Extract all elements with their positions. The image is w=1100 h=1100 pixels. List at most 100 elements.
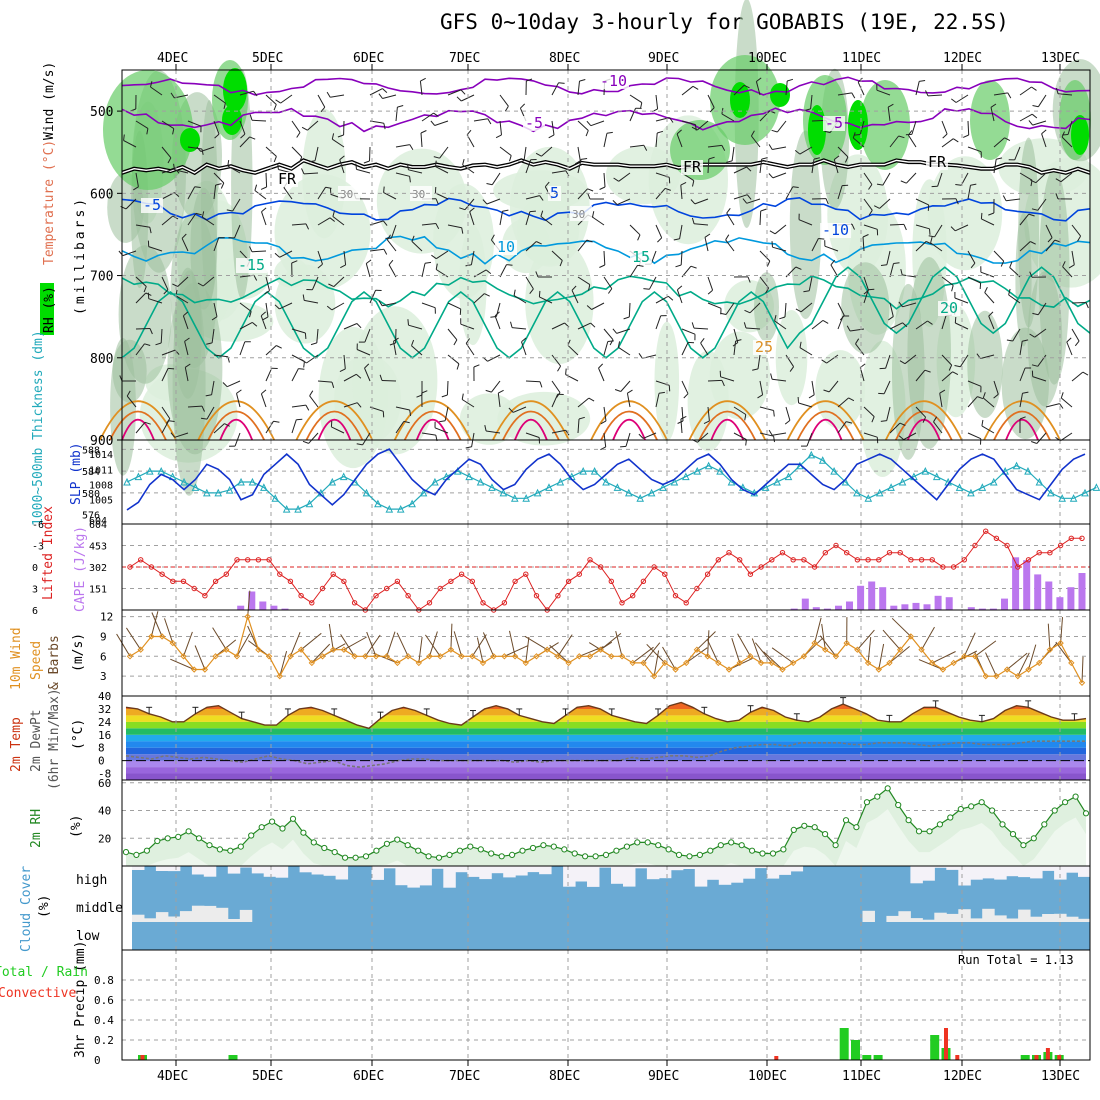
wind-barb [720, 376, 735, 382]
wind-barb [160, 328, 163, 344]
wind-barb [772, 172, 787, 179]
cloud-clear-high [1054, 866, 1067, 880]
thickness-point [818, 456, 827, 464]
wind-barb [181, 238, 189, 252]
thickness-point [545, 483, 553, 491]
wind-barb [1006, 652, 1028, 670]
wind-barb-flag [144, 421, 151, 425]
wind-barb [757, 354, 761, 369]
wind-barb-flag [223, 102, 226, 110]
precip-total-title: Total / Rain [0, 965, 88, 980]
wind-barb [1032, 120, 1047, 126]
wind-barb-flag [955, 184, 962, 186]
wind-barb [655, 315, 662, 330]
wind-speed-point [822, 646, 829, 653]
wind-barb [886, 406, 891, 421]
wind-barb [681, 85, 694, 96]
wind-barb-flag [673, 238, 680, 241]
wind-barb [135, 421, 146, 434]
cloud-clear-high [766, 866, 780, 879]
wind-barb [876, 89, 891, 96]
wind-barb [408, 169, 423, 174]
wind-barb-flag [1032, 105, 1039, 108]
wind-barb [551, 82, 560, 96]
wind-barb-flag [302, 294, 305, 301]
precip-tick-label: 0.4 [94, 1014, 114, 1027]
wind-barb-flag [794, 150, 801, 155]
wind-barb [967, 146, 982, 153]
wind-barb [759, 110, 771, 122]
cloud-clear-high [1006, 866, 1019, 877]
wind-barb [174, 432, 189, 438]
thickness-point [967, 488, 975, 497]
wind-barb [1055, 641, 1072, 664]
temperature-legend-label: Temperature (°C) [42, 140, 57, 265]
wind-barb-flag [298, 368, 305, 370]
wind-barb-flag [459, 207, 466, 211]
wind-barb-flag [988, 212, 995, 216]
wind-barb-flag [469, 207, 475, 213]
wind-barb-flag [1028, 120, 1033, 126]
wind-barb [194, 645, 206, 670]
contour-label: 30 [340, 188, 353, 201]
temp-line [125, 701, 1087, 730]
lifted-index-point [1036, 550, 1042, 556]
rh-point [874, 793, 881, 800]
cloud-clear-high [1066, 866, 1079, 873]
wind-barb [852, 137, 865, 148]
wind-barb [857, 629, 875, 651]
wind-barb-flag [638, 433, 644, 439]
temp-contour-minus10 [121, 76, 1091, 96]
wind-barb-flag [803, 290, 810, 293]
rh-point [331, 849, 338, 856]
temp-band [126, 754, 1086, 761]
wind-barb-flag [996, 157, 1003, 160]
rh-point [1030, 835, 1037, 842]
cloud-clear-high [407, 866, 420, 888]
wind-barb-flag [506, 264, 513, 266]
lifted-index-point [384, 585, 390, 592]
rh-point [321, 844, 328, 852]
thickness-point [613, 483, 622, 491]
wind-barb-flag [133, 186, 139, 191]
temp-tick-label: 16 [98, 729, 111, 742]
wind-barb [499, 120, 502, 135]
wind-barb-flag [325, 186, 332, 189]
wind-speed-point [779, 666, 786, 673]
wind-barb [343, 373, 357, 382]
wind-barb [450, 623, 453, 650]
rh-point [185, 828, 192, 835]
lifted-index-point [811, 564, 818, 570]
temp-tick-label: 32 [98, 703, 111, 716]
wind-barb [1019, 341, 1023, 356]
wind-barb [551, 393, 559, 408]
thickness-point [727, 477, 736, 486]
wind-speed-point [340, 646, 348, 653]
wind-barb [706, 639, 719, 664]
wind-barb-flag [804, 108, 811, 111]
wind-barb-flag [813, 157, 820, 160]
wind-barb [643, 642, 661, 664]
rh-point [394, 836, 401, 843]
wind-barb [300, 632, 322, 651]
wind-barb [681, 380, 689, 394]
rh-point [310, 839, 317, 846]
wind-barb-flag [824, 130, 831, 134]
cloud-level-label: high [76, 873, 107, 888]
wind-barb-flag [201, 148, 204, 155]
cloud-clear-high [706, 866, 720, 880]
wind-barb [577, 188, 588, 200]
thickness-point [647, 488, 656, 497]
wind-barb-flag [461, 227, 464, 234]
cape-bar [1067, 587, 1075, 610]
wind-barb [931, 651, 956, 664]
precip-total-bar [839, 1028, 849, 1060]
lifted-index-point [993, 535, 1000, 541]
wind-barb-flag [456, 96, 462, 102]
wind-barb-flag [876, 183, 883, 186]
wind-barb-flag [240, 133, 246, 139]
wind-barb [499, 146, 512, 156]
wind-barb-flag [821, 359, 827, 364]
wind-barb-flag [898, 301, 903, 308]
wind-barb [988, 315, 995, 330]
